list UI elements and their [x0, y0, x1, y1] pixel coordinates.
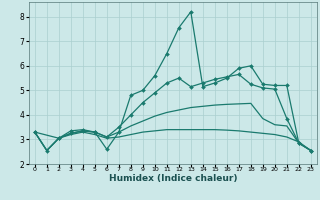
X-axis label: Humidex (Indice chaleur): Humidex (Indice chaleur) — [108, 174, 237, 183]
